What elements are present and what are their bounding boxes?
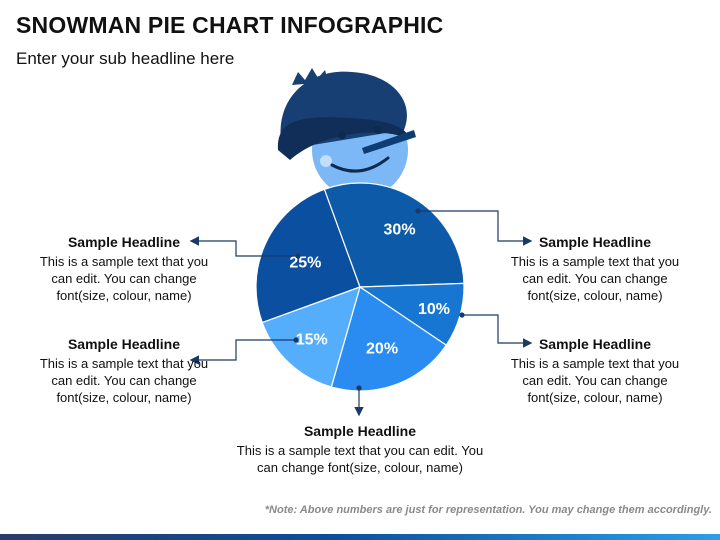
callout-body: This is a sample text that you can edit.… bbox=[39, 356, 209, 405]
callout-headline: Sample Headline bbox=[303, 423, 417, 439]
callout-body: This is a sample text that you can edit.… bbox=[236, 443, 484, 475]
pie-slice-label: 20% bbox=[366, 341, 398, 358]
connector-lines bbox=[189, 210, 533, 417]
footnote: *Note: Above numbers are just for repres… bbox=[264, 504, 712, 516]
connector-left-bottom bbox=[189, 339, 296, 365]
connector-right-bottom bbox=[462, 314, 533, 348]
pie-body: 25% 30% 10% 20% 15% bbox=[255, 182, 465, 392]
connector-left-top bbox=[189, 236, 298, 257]
pie-slice-label: 25% bbox=[289, 255, 321, 272]
callout-body: This is a sample text that you can edit.… bbox=[39, 254, 209, 303]
eye-icon bbox=[338, 131, 346, 139]
pie-slice bbox=[261, 286, 361, 388]
footer-bar bbox=[0, 534, 720, 540]
pie-slice-label: 15% bbox=[296, 332, 328, 349]
callout-headline: Sample Headline bbox=[67, 234, 181, 250]
carrot-nose-icon bbox=[362, 130, 416, 154]
page-subtitle: Enter your sub headline here bbox=[16, 49, 235, 68]
snowman-head bbox=[277, 68, 416, 198]
pie-slice-label: 10% bbox=[418, 301, 450, 318]
pie-slice bbox=[323, 182, 465, 288]
page-title: SNOWMAN PIE CHART INFOGRAPHIC bbox=[16, 12, 444, 38]
callout-body: This is a sample text that you can edit.… bbox=[510, 356, 680, 405]
callout-left-bottom: Sample Headline This is a sample text th… bbox=[34, 335, 214, 406]
pie-slice-label: 30% bbox=[384, 221, 416, 238]
connector-dots bbox=[293, 208, 465, 391]
callout-headline: Sample Headline bbox=[67, 336, 181, 352]
connector-right-top bbox=[418, 210, 533, 246]
pie-slice bbox=[255, 188, 361, 324]
callout-bottom: Sample Headline This is a sample text th… bbox=[230, 422, 490, 476]
callout-right-top: Sample Headline This is a sample text th… bbox=[505, 233, 685, 304]
callout-body: This is a sample text that you can edit.… bbox=[510, 254, 680, 303]
smile-icon bbox=[330, 156, 390, 173]
pompom-icon bbox=[292, 68, 328, 85]
callout-left-top: Sample Headline This is a sample text th… bbox=[34, 233, 214, 304]
pie-slice bbox=[330, 286, 448, 392]
callout-headline: Sample Headline bbox=[538, 336, 652, 352]
callout-headline: Sample Headline bbox=[538, 234, 652, 250]
cheek-icon bbox=[320, 155, 332, 167]
callout-right-bottom: Sample Headline This is a sample text th… bbox=[505, 335, 685, 406]
eye-icon bbox=[374, 126, 382, 134]
